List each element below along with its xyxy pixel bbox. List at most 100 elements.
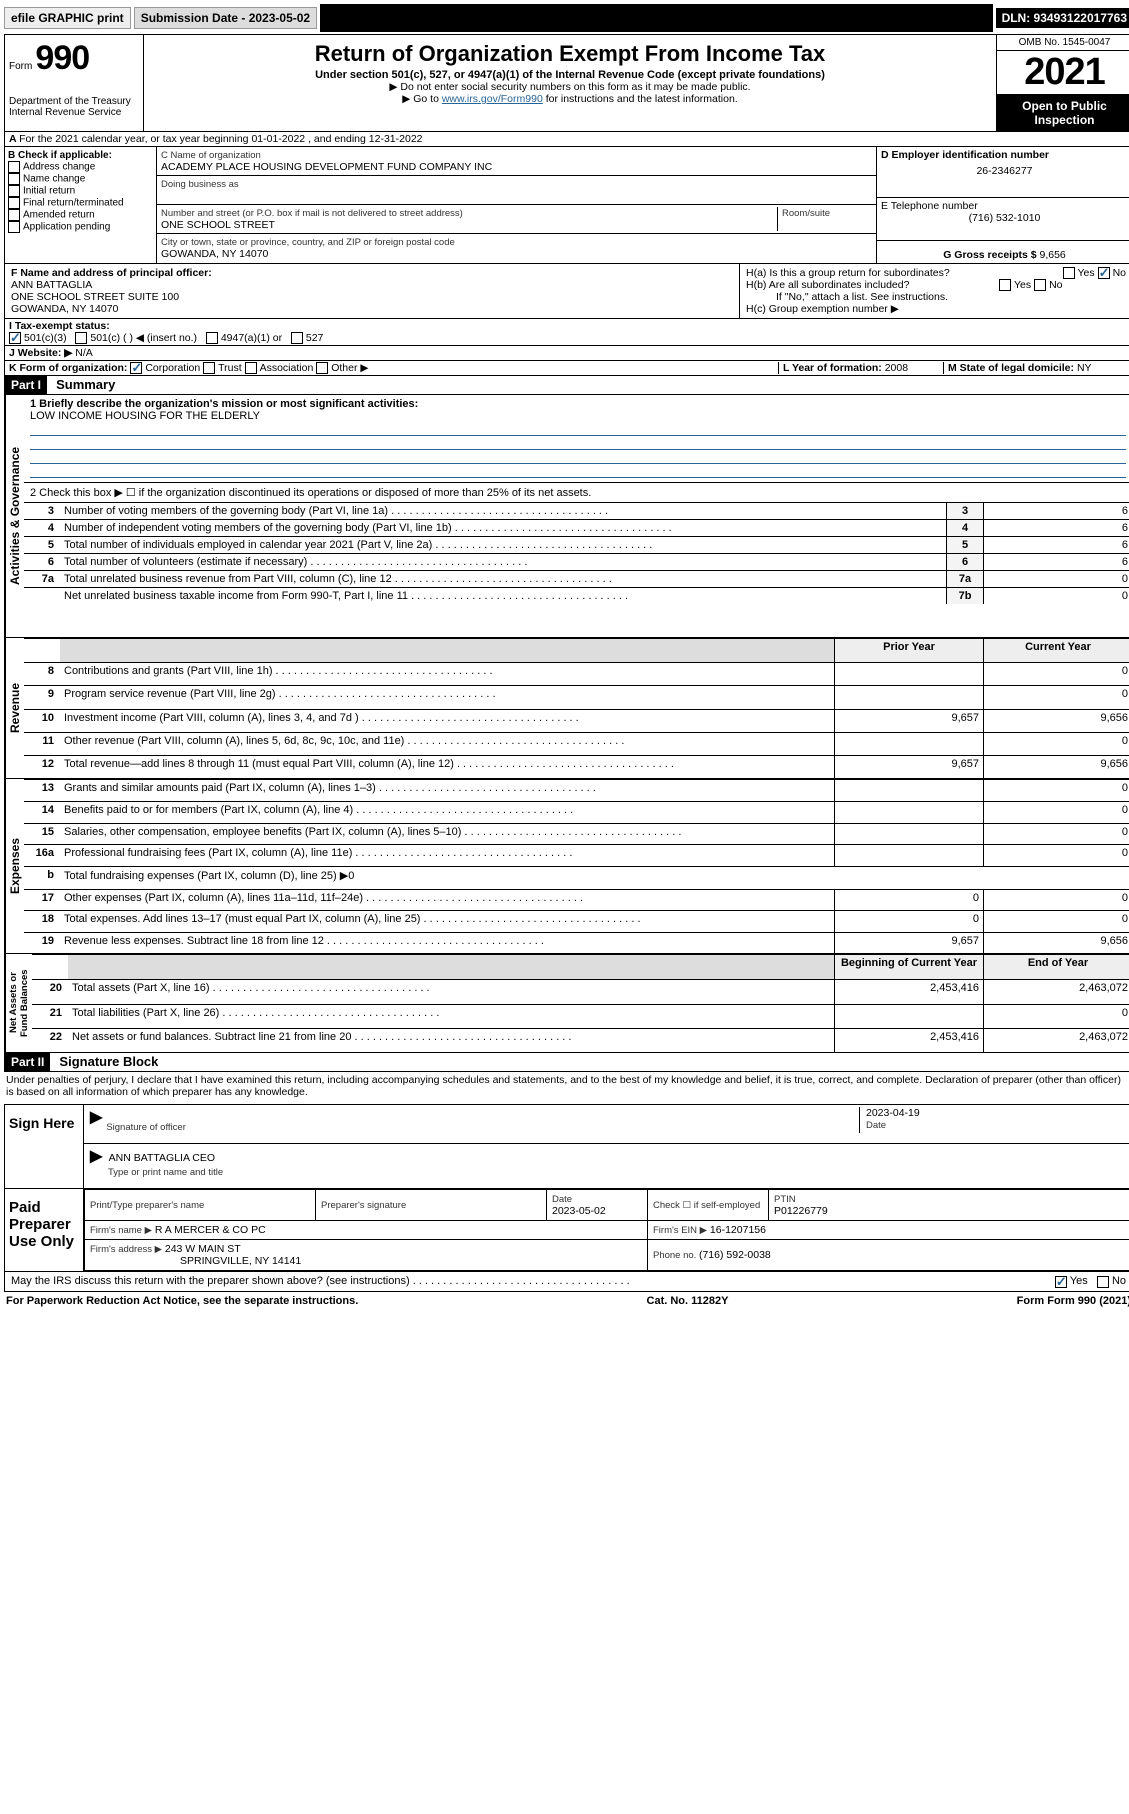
prior-val: [835, 845, 984, 867]
line-text: Other revenue (Part VIII, column (A), li…: [60, 732, 835, 755]
end-val: 2,463,072: [984, 1029, 1129, 1053]
cb-addr[interactable]: Address change: [23, 162, 95, 173]
k-label: K Form of organization:: [9, 362, 127, 374]
line-no: 11: [24, 732, 60, 755]
discuss-no[interactable]: No: [1112, 1275, 1126, 1287]
sub3-post: for instructions and the latest informat…: [543, 93, 738, 105]
pp-date: 2023-05-02: [552, 1205, 606, 1217]
end-val: 0: [984, 1004, 1129, 1029]
m-label: M State of legal domicile:: [948, 362, 1077, 374]
ptin-label: PTIN: [774, 1194, 796, 1205]
hb-yes[interactable]: Yes: [1014, 279, 1031, 291]
f-label: F Name and address of principal officer:: [11, 267, 212, 279]
curr-val: 9,656: [984, 932, 1129, 953]
open-to-public: Open to Public Inspection: [997, 95, 1129, 131]
curr-val: 0: [984, 845, 1129, 867]
k-trust[interactable]: Trust: [218, 362, 242, 374]
k-other[interactable]: Other ▶: [331, 362, 368, 374]
form-title: Return of Organization Exempt From Incom…: [148, 41, 992, 67]
line-key: 3: [947, 503, 984, 520]
cb-final[interactable]: Final return/terminated: [23, 198, 124, 209]
pp-check[interactable]: Check ☐ if self-employed: [653, 1200, 760, 1211]
box-f: F Name and address of principal officer:…: [5, 264, 739, 318]
vtab-rev: Revenue: [5, 638, 24, 778]
firm-name-label: Firm's name ▶: [90, 1225, 152, 1236]
i-501c[interactable]: 501(c) ( ) ◀ (insert no.): [90, 332, 197, 344]
rev-table: Prior YearCurrent Year8 Contributions an…: [24, 638, 1129, 778]
box-e: E Telephone number (716) 532-1010: [877, 198, 1129, 241]
beg-val: [835, 1004, 984, 1029]
line-no: 21: [32, 1004, 68, 1029]
k-assoc[interactable]: Association: [260, 362, 314, 374]
box-g: G Gross receipts $ 9,656: [877, 241, 1129, 263]
line-val: 6: [984, 503, 1129, 520]
line-val: 6: [984, 520, 1129, 537]
declaration: Under penalties of perjury, I declare th…: [4, 1072, 1129, 1100]
line-no: 17: [24, 889, 60, 911]
hb-no[interactable]: No: [1049, 279, 1062, 291]
l-label: L Year of formation:: [783, 362, 885, 374]
tax-year: 2021: [997, 50, 1129, 95]
line-text: Program service revenue (Part VIII, line…: [60, 686, 835, 709]
form990-link[interactable]: www.irs.gov/Form990: [442, 93, 543, 105]
period-text: For the 2021 calendar year, or tax year …: [19, 133, 422, 145]
k-corp[interactable]: Corporation: [145, 362, 200, 374]
cb-amended[interactable]: Amended return: [23, 210, 95, 221]
org-addr: ONE SCHOOL STREET: [161, 219, 275, 231]
org-city: GOWANDA, NY 14070: [161, 248, 268, 260]
box-j: J Website: ▶ N/A: [4, 346, 1129, 361]
mission-text: LOW INCOME HOUSING FOR THE ELDERLY: [30, 410, 260, 422]
officer-name: ANN BATTAGLIA: [11, 279, 92, 291]
part1-badge: Part I: [5, 376, 47, 394]
g-label: G Gross receipts $: [943, 249, 1039, 261]
j-label: J Website: ▶: [9, 347, 72, 359]
footer: For Paperwork Reduction Act Notice, see …: [4, 1292, 1129, 1310]
line-no: 18: [24, 911, 60, 933]
net-table: Beginning of Current YearEnd of Year20 T…: [32, 954, 1129, 1052]
form-ref: Form Form 990 (2021): [1017, 1295, 1129, 1307]
title-block: Form 990 Department of the Treasury Inte…: [4, 34, 1129, 132]
irs: Internal Revenue Service: [9, 107, 139, 118]
officer-sub: Type or print name and title: [108, 1167, 223, 1178]
curr-val: 9,656: [984, 709, 1129, 732]
cb-name[interactable]: Name change: [23, 174, 85, 185]
box-c-dba: Doing business as: [157, 176, 876, 205]
line-no: 4: [24, 520, 60, 537]
i-501c3[interactable]: 501(c)(3): [24, 332, 67, 344]
i-4947[interactable]: 4947(a)(1) or: [221, 332, 282, 344]
firm-phone-label: Phone no.: [653, 1250, 699, 1261]
ha-no[interactable]: No: [1113, 267, 1126, 279]
line-text: Total number of volunteers (estimate if …: [60, 554, 947, 571]
efile-btn[interactable]: efile GRAPHIC print: [4, 7, 131, 29]
line-text: Grants and similar amounts paid (Part IX…: [60, 780, 835, 802]
line-no: 19: [24, 932, 60, 953]
period-line: A For the 2021 calendar year, or tax yea…: [4, 132, 1129, 147]
cb-initial[interactable]: Initial return: [23, 186, 75, 197]
line-no: [24, 588, 60, 605]
line-key: 4: [947, 520, 984, 537]
line-text: Other expenses (Part IX, column (A), lin…: [60, 889, 835, 911]
form-label: Form: [9, 61, 32, 72]
arrow-icon: ▶: [90, 1107, 102, 1133]
col-end: End of Year: [984, 955, 1129, 980]
i-527[interactable]: 527: [306, 332, 324, 344]
prior-val: [835, 780, 984, 802]
line-text: Benefits paid to or for members (Part IX…: [60, 802, 835, 824]
line-val: 6: [984, 537, 1129, 554]
pp-sig-label: Preparer's signature: [321, 1200, 406, 1211]
firm-phone: (716) 592-0038: [699, 1249, 771, 1261]
cb-app[interactable]: Application pending: [23, 222, 110, 233]
line-no: 15: [24, 823, 60, 845]
fh-row: F Name and address of principal officer:…: [4, 264, 1129, 319]
curr-val: 0: [984, 662, 1129, 685]
col-beg: Beginning of Current Year: [835, 955, 984, 980]
ha-yes[interactable]: Yes: [1078, 267, 1095, 279]
line2: 2 Check this box ▶ ☐ if the organization…: [24, 482, 1129, 502]
pp-name-label: Print/Type preparer's name: [90, 1200, 204, 1211]
line-text: Professional fundraising fees (Part IX, …: [60, 845, 835, 867]
discuss-yes[interactable]: Yes: [1070, 1275, 1088, 1287]
officer-addr1: ONE SCHOOL STREET SUITE 100: [11, 291, 179, 303]
line-no: 8: [24, 662, 60, 685]
line-text: Number of independent voting members of …: [60, 520, 947, 537]
box-i: I Tax-exempt status: 501(c)(3) 501(c) ( …: [4, 319, 1129, 346]
